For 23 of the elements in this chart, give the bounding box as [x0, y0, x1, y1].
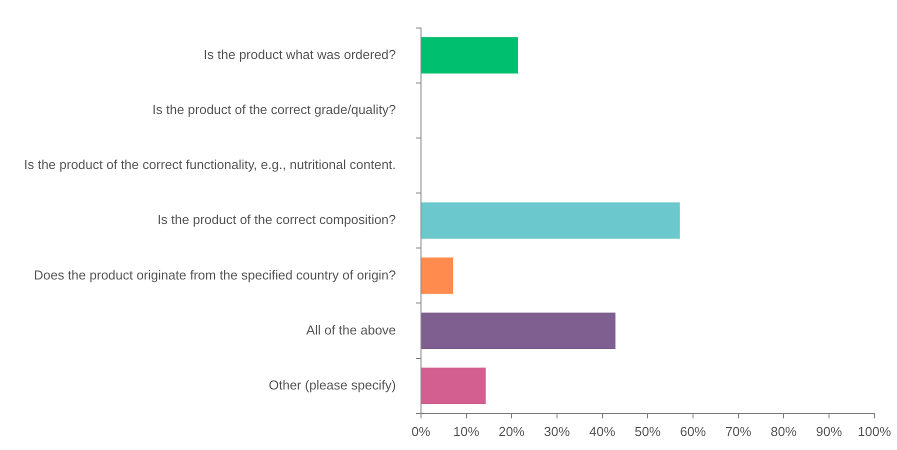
x-tick-label: 50% [634, 424, 662, 439]
x-tick-label: 0% [412, 424, 431, 439]
y-tick-label: Other (please specify) [268, 377, 396, 392]
y-tick-label: Does the product originate from the specified country of origin? [34, 267, 396, 282]
x-tick-label: 90% [816, 424, 842, 439]
y-tick-label: Is the product of the correct composition? [157, 212, 396, 228]
bar [421, 202, 680, 239]
y-tick-label: Is the product what was ordered? [204, 46, 396, 62]
bar [421, 37, 518, 74]
x-tick-label: 80% [770, 424, 798, 439]
x-tick-label: 30% [544, 424, 570, 439]
bar [421, 312, 616, 349]
x-tick-label: 60% [680, 424, 706, 439]
x-tick-label: 20% [498, 424, 526, 439]
bar [421, 368, 486, 404]
y-tick-label: Is the product of the correct grade/quality? [152, 102, 396, 118]
y-tick-label: Is the product of the correct functionality, e.g., nutritional content. [24, 157, 396, 172]
y-tick-label: All of the above [306, 322, 396, 338]
bar [421, 258, 454, 294]
x-tick-label: 40% [589, 424, 616, 439]
x-tick-label: 100% [858, 424, 892, 439]
x-tick-label: 70% [725, 424, 752, 439]
x-tick-label: 10% [453, 424, 480, 439]
